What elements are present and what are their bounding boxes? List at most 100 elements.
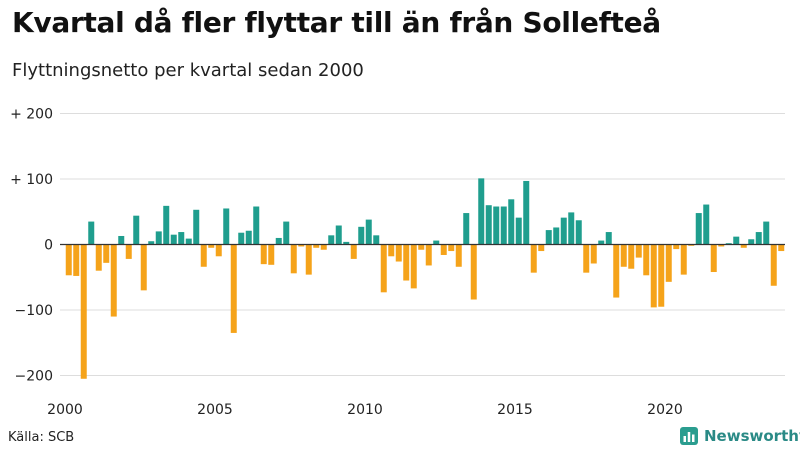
y-tick-label: 0: [44, 238, 53, 254]
bar: [133, 215, 140, 245]
bar: [778, 244, 785, 252]
bar: [470, 244, 477, 300]
bar: [508, 199, 515, 245]
y-tick-label: −200: [15, 369, 53, 385]
bar: [755, 232, 762, 245]
bar: [515, 217, 522, 245]
bar: [770, 244, 777, 286]
bar: [523, 180, 530, 245]
bar: [583, 244, 590, 273]
bar: [613, 244, 620, 298]
bar: [425, 244, 432, 266]
bar: [238, 232, 245, 245]
bar: [170, 234, 177, 245]
x-axis-labels: 2000 2005 2010 2015 2020: [47, 402, 683, 418]
bar: [80, 244, 87, 379]
bar: [403, 244, 410, 281]
bar: [628, 244, 635, 269]
bar: [598, 240, 605, 245]
bar: [740, 244, 747, 248]
bar: [148, 241, 155, 245]
bar: [688, 244, 695, 246]
bar: [710, 244, 717, 273]
bar: [530, 244, 537, 273]
bar: [680, 244, 687, 275]
bar: [493, 206, 500, 245]
bar: [365, 219, 372, 245]
bar: [380, 244, 387, 293]
bar: [313, 244, 320, 248]
bar: [763, 221, 770, 245]
bar: [718, 244, 725, 247]
bar: [538, 244, 545, 252]
bar: [200, 244, 207, 267]
chart-title: Kvartal då fler flyttar till än från Sol…: [12, 6, 661, 39]
bar-chart: + 200 + 100 0 −100 −200 2000 2005 2010 2015 2020: [10, 107, 785, 418]
bar: [290, 244, 297, 274]
y-tick-label: −100: [15, 303, 53, 319]
bar: [545, 230, 552, 245]
bar: [733, 236, 740, 245]
bar: [155, 231, 162, 245]
bar: [230, 244, 237, 333]
x-tick-label: 2010: [347, 402, 383, 418]
bar: [215, 244, 222, 257]
bar: [410, 244, 417, 289]
bar-chart-logo-icon: [680, 427, 698, 445]
bar: [283, 221, 290, 245]
bar: [65, 244, 72, 276]
bar: [358, 226, 365, 245]
chart-subtitle: Flyttningsnetto per kvartal sedan 2000: [12, 60, 364, 81]
bar: [440, 244, 447, 255]
bar: [703, 204, 710, 245]
bar: [500, 206, 507, 245]
source-note: Källa: SCB: [8, 430, 75, 445]
bar: [590, 244, 597, 264]
bar: [268, 244, 275, 265]
x-tick-label: 2000: [47, 402, 83, 418]
bar: [620, 244, 627, 267]
bar: [485, 205, 492, 245]
bar: [298, 244, 305, 247]
bar: [673, 244, 680, 250]
bar: [110, 244, 117, 317]
bar: [478, 178, 485, 245]
y-tick-label: + 100: [10, 172, 53, 188]
bar: [605, 232, 612, 245]
bar: [695, 213, 702, 245]
bar: [665, 244, 672, 282]
bars: [65, 178, 785, 379]
bar: [245, 230, 252, 245]
bar: [448, 244, 455, 252]
bar: [118, 235, 125, 245]
bar: [650, 244, 657, 308]
bar: [395, 244, 402, 262]
x-tick-label: 2015: [497, 402, 533, 418]
bar: [178, 232, 185, 245]
bar: [320, 244, 327, 250]
bar: [350, 244, 357, 259]
x-tick-label: 2005: [197, 402, 233, 418]
bar: [163, 205, 170, 245]
bar: [275, 237, 282, 245]
bar: [418, 244, 425, 250]
brand-logo[interactable]: Newsworthy: [680, 427, 800, 445]
bar: [185, 238, 192, 245]
bar: [643, 244, 650, 276]
bar: [560, 217, 567, 245]
brand-name: Newsworthy: [704, 427, 800, 445]
bar: [568, 212, 575, 245]
bar: [463, 213, 470, 245]
y-tick-label: + 200: [10, 107, 53, 123]
bar: [553, 227, 560, 245]
bar: [748, 239, 755, 245]
bar: [260, 244, 267, 265]
bar: [103, 244, 110, 263]
bar: [223, 208, 230, 245]
bar: [253, 206, 260, 245]
bar: [343, 241, 350, 245]
bar: [335, 225, 342, 245]
bar: [88, 221, 95, 245]
bar: [305, 244, 312, 275]
bar: [125, 244, 132, 259]
